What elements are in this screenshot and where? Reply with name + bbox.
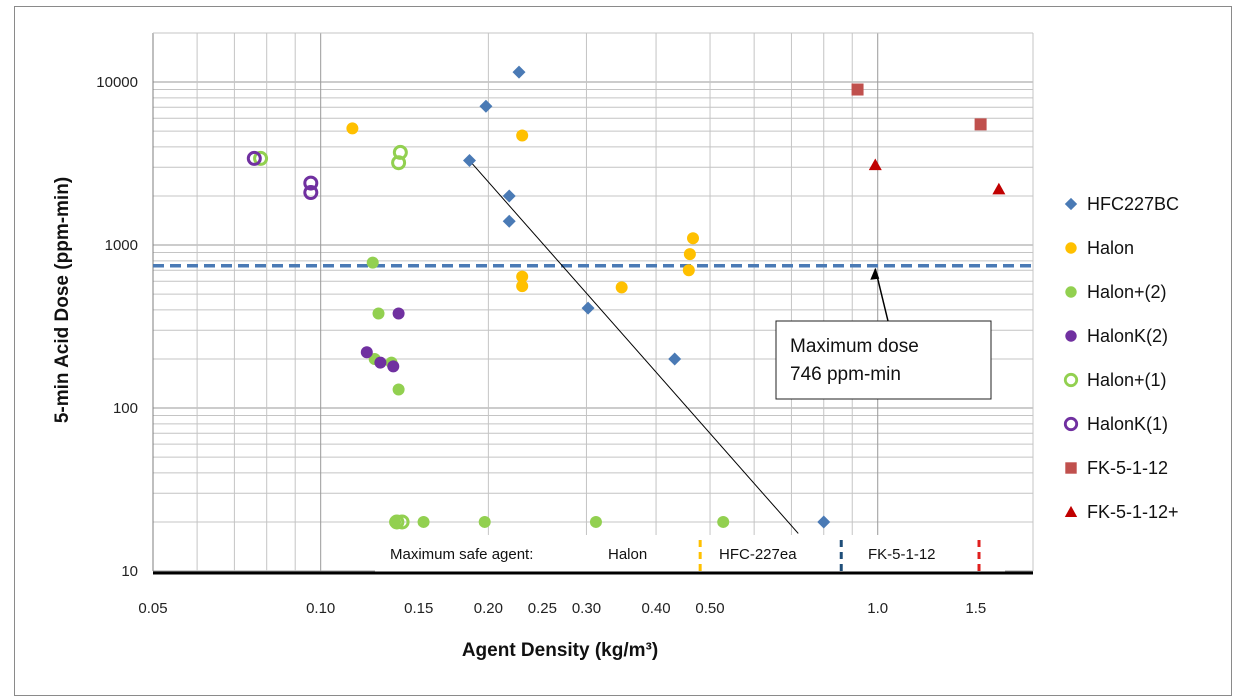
- point-halon: [516, 280, 529, 293]
- point-halon: [516, 270, 529, 283]
- point-halon-2: [417, 515, 430, 528]
- point-halonk-2: [360, 346, 373, 359]
- point-fk-5-1-12: [974, 118, 987, 131]
- point-halon: [346, 122, 359, 135]
- annotation-box: [775, 320, 992, 400]
- trend-line: [469, 160, 799, 534]
- point-hfc227bc: [817, 515, 831, 529]
- y-tick-label: 10000: [96, 74, 138, 91]
- annotation-arrow-head: [870, 267, 880, 280]
- point-halonk-2: [374, 356, 387, 369]
- legend-label-fk-5-1-12: FK-5-1-12: [1087, 458, 1168, 478]
- point-halon-2: [372, 307, 385, 320]
- legend: HFC227BC Halon Halon+(2) HalonK(2) Halon+(1)…: [1063, 194, 1179, 522]
- safe-band-label: Maximum safe agent:: [390, 546, 533, 563]
- plot-area-border: [152, 32, 1034, 571]
- legend-label-hfc227bc: HFC227BC: [1087, 194, 1179, 214]
- x-tick-label: 0.25: [528, 600, 557, 617]
- y-axis-title: 5-min Acid Dose (ppm-min): [52, 177, 73, 423]
- legend-marker-halon-1: [1063, 372, 1079, 388]
- safe-label-hfc-227ea: HFC-227ea: [719, 546, 797, 563]
- point-halon-2: [589, 515, 602, 528]
- legend-label-halon-1: Halon+(1): [1087, 370, 1167, 390]
- legend-marker-halonk-1: [1063, 416, 1079, 432]
- y-gridlines: [153, 32, 1033, 572]
- point-fk-5-1-12: [851, 83, 864, 96]
- point-hfc227bc: [668, 352, 682, 366]
- annotation-line: Maximum dose: [790, 336, 919, 357]
- point-halon-2: [478, 515, 491, 528]
- point-halon: [682, 264, 695, 277]
- point-halon-2: [717, 515, 730, 528]
- y-tick-label: 10: [121, 563, 138, 580]
- x-gridlines: [196, 33, 879, 571]
- legend-marker-fk-5-1-12: [1064, 505, 1078, 517]
- point-halon: [687, 232, 700, 245]
- safe-label-fk-5-1-12: FK-5-1-12: [868, 546, 936, 563]
- point-halon-2: [392, 383, 405, 396]
- data-points: [246, 65, 1006, 530]
- point-halon-1: [253, 150, 269, 166]
- legend-marker-hfc227bc: [1064, 197, 1078, 211]
- point-halonk-1: [303, 185, 319, 201]
- legend-label-halon: Halon: [1087, 238, 1134, 258]
- y-tick-label: 100: [113, 400, 138, 417]
- x-tick-label: 0.40: [641, 600, 670, 617]
- safe-label-halon: Halon: [608, 546, 647, 563]
- x-tick-label: 0.05: [138, 600, 167, 617]
- point-hfc227bc: [502, 214, 516, 228]
- legend-label-halon-2: Halon+(2): [1087, 282, 1167, 302]
- point-halonk-2: [392, 307, 405, 320]
- legend-marker-fk-5-1-12: [1065, 462, 1077, 474]
- legend-marker-halonk-2: [1065, 330, 1077, 342]
- x-axis-title: Agent Density (kg/m³): [462, 640, 658, 661]
- legend-marker-halon-2: [1065, 286, 1077, 298]
- annotation-line: 746 ppm-min: [790, 364, 901, 385]
- point-halon: [683, 248, 696, 261]
- x-tick-label: 0.10: [306, 600, 335, 617]
- point-halon-1: [394, 514, 410, 530]
- point-hfc227bc: [502, 189, 516, 203]
- point-halonk-1: [303, 175, 319, 191]
- y-tick-labels: 10 100 1000 10000: [96, 74, 138, 580]
- safe-band-background: [375, 535, 1005, 575]
- legend-label-fk-5-1-12: FK-5-1-12+: [1087, 502, 1179, 522]
- point-hfc227bc: [479, 99, 493, 113]
- point-halon-1: [389, 514, 405, 530]
- point-halon-1: [392, 144, 408, 160]
- x-tick-label: 0.20: [474, 600, 503, 617]
- x-tick-label: 1.5: [965, 600, 986, 617]
- point-fk-5-1-12: [992, 182, 1006, 195]
- point-hfc227bc: [581, 301, 595, 315]
- point-halon: [516, 129, 529, 142]
- x-tick-label: 0.50: [695, 600, 724, 617]
- y-tick-label: 1000: [105, 237, 138, 254]
- legend-label-halonk-1: HalonK(1): [1087, 414, 1168, 434]
- x-tick-label: 0.15: [404, 600, 433, 617]
- point-halon-2: [366, 256, 379, 269]
- point-hfc227bc: [512, 65, 526, 79]
- point-fk-5-1-12: [868, 158, 882, 171]
- x-tick-label: 1.0: [867, 600, 888, 617]
- point-hfc227bc: [463, 154, 477, 168]
- x-tick-label: 0.30: [572, 600, 601, 617]
- max-dose-annotation: Maximum dose 746 ppm-min: [775, 267, 992, 400]
- legend-marker-halon: [1065, 242, 1077, 254]
- point-halonk-2: [387, 360, 400, 373]
- x-tick-labels: 0.05 0.10 0.15 0.20 0.25 0.30 0.40 0.50 1.0 1.5: [138, 600, 986, 617]
- legend-label-halonk-2: HalonK(2): [1087, 326, 1168, 346]
- point-halon: [615, 281, 628, 294]
- point-halonk-1: [246, 150, 262, 166]
- trend-line-segment: [469, 160, 799, 534]
- max-safe-agent-band: Maximum safe agent: Halon HFC-227ea FK-5-1-…: [153, 535, 1033, 575]
